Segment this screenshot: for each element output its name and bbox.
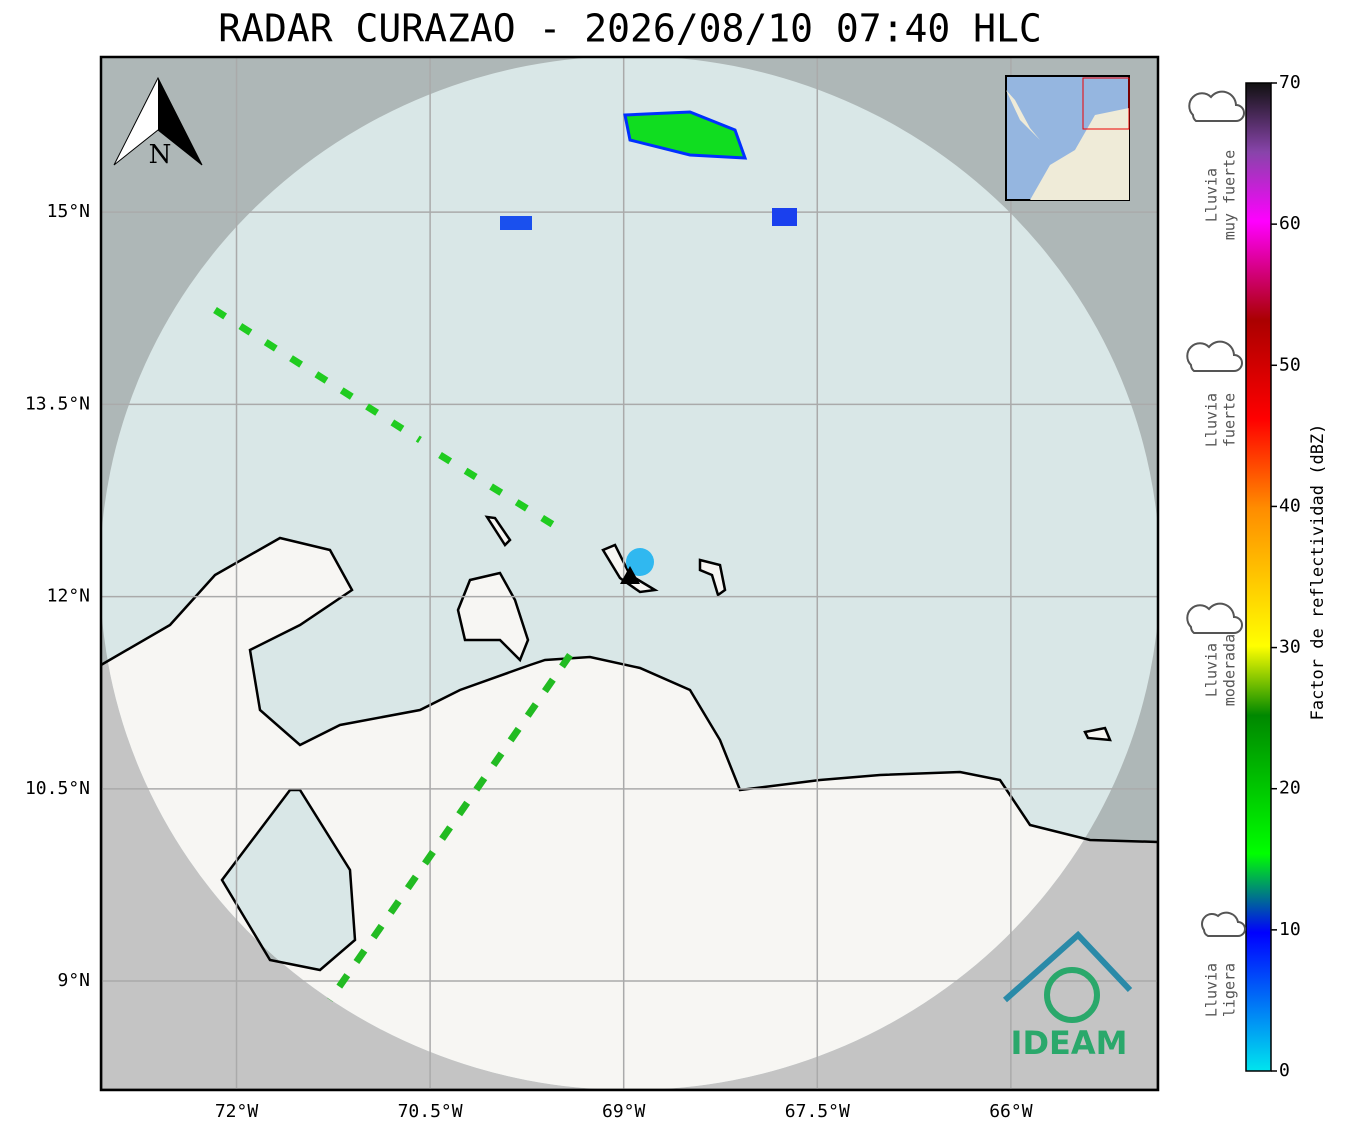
colorbar-tick-label: 20 (1279, 778, 1301, 799)
lat-tick-label: 12°N (47, 586, 90, 607)
map: N IDEAM (101, 57, 1158, 1090)
legend-label: Lluvia (1203, 393, 1221, 447)
lon-tick-label: 66°W (989, 1101, 1033, 1122)
colorbar-tick-label: 40 (1279, 495, 1301, 516)
colorbar-tick-label: 10 (1279, 919, 1301, 940)
lat-tick-label: 10.5°N (25, 778, 90, 799)
legend-icons (1186, 90, 1246, 937)
legend-label: moderada (1221, 634, 1239, 706)
lat-tick-label: 9°N (57, 970, 90, 991)
lon-tick-label: 72°W (215, 1101, 259, 1122)
lat-tick-label: 15°N (47, 201, 90, 222)
colorbar-tick-label: 70 (1279, 72, 1301, 93)
colorbar-tick-label: 60 (1279, 213, 1301, 234)
lat-tick-label: 13.5°N (25, 393, 90, 414)
colorbar-tick-label: 0 (1279, 1060, 1290, 1081)
echoes (213, 110, 797, 1002)
legend-label: ligera (1221, 963, 1239, 1017)
colorbar (1245, 82, 1272, 1072)
legend-label: Lluvia (1203, 168, 1221, 222)
north-label: N (149, 140, 172, 170)
colorbar-tick-label: 30 (1279, 637, 1301, 658)
legend-label: Lluvia (1203, 643, 1221, 697)
colorbar-label: Factor de reflectividad (dBZ) (1308, 424, 1328, 721)
map-frame (99, 55, 1160, 1092)
lon-tick-label: 70.5°W (398, 1101, 463, 1122)
title: RADAR CURAZAO - 2026/08/10 07:40 HLC (218, 7, 1042, 51)
logo: IDEAM (1011, 1024, 1128, 1062)
legend-label: Lluvia (1203, 963, 1221, 1017)
legend-label: muy fuerte (1221, 150, 1239, 240)
colorbar-tick-label: 50 (1279, 354, 1301, 375)
legend-label: fuerte (1221, 393, 1239, 447)
lon-tick-label: 67.5°W (785, 1101, 850, 1122)
lon-tick-label: 69°W (602, 1101, 646, 1122)
